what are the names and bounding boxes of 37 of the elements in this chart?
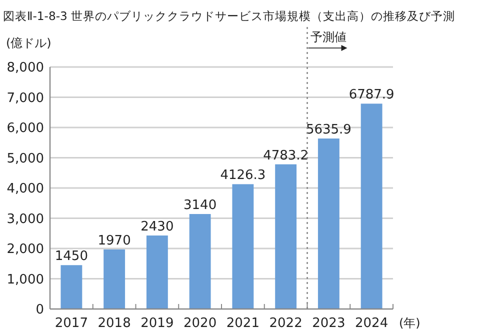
bar bbox=[232, 184, 254, 309]
x-tick-label: 2023 bbox=[312, 316, 346, 331]
y-tick-label: 1,000 bbox=[6, 272, 44, 288]
data-label: 1970 bbox=[98, 233, 131, 248]
bar bbox=[318, 138, 340, 309]
data-label: 1450 bbox=[54, 249, 88, 264]
x-tick-label: 2020 bbox=[184, 316, 217, 331]
bar bbox=[189, 214, 211, 309]
x-tick-label: 2017 bbox=[54, 316, 88, 331]
y-tick-label: 3,000 bbox=[6, 212, 44, 227]
y-axis-title: (億ドル) bbox=[6, 36, 52, 50]
chart-title: 図表Ⅱ-1-8-3 世界のパブリッククラウドサービス市場規模（支出高）の推移及び予測 bbox=[3, 9, 456, 23]
data-label: 4126.3 bbox=[220, 168, 266, 184]
x-tick-label: 2024 bbox=[355, 316, 388, 331]
y-tick-label: 7,000 bbox=[6, 90, 44, 106]
data-label: 4783.2 bbox=[263, 148, 309, 164]
y-tick-label: 4,000 bbox=[6, 182, 44, 197]
data-label: 6787.9 bbox=[348, 88, 394, 103]
bar bbox=[60, 265, 82, 309]
x-tick-label: 2018 bbox=[98, 316, 131, 331]
data-label: 2430 bbox=[140, 219, 174, 234]
data-label: 5635.9 bbox=[306, 122, 352, 138]
y-tick-label: 0 bbox=[36, 302, 44, 318]
bar bbox=[275, 164, 297, 309]
x-tick-label: 2019 bbox=[140, 316, 174, 331]
x-tick-label: 2021 bbox=[226, 316, 260, 331]
bar bbox=[104, 249, 126, 309]
x-axis-title: (年) bbox=[399, 316, 420, 330]
bar bbox=[146, 235, 168, 309]
y-tick-label: 8,000 bbox=[6, 60, 44, 76]
y-tick-label: 6,000 bbox=[6, 121, 44, 136]
bar bbox=[360, 104, 382, 309]
data-label: 3140 bbox=[184, 198, 217, 214]
y-tick-label: 2,000 bbox=[6, 242, 44, 258]
x-tick-label: 2022 bbox=[269, 316, 302, 331]
y-tick-label: 5,000 bbox=[6, 151, 44, 166]
ref-line-label: 予測値 bbox=[310, 30, 346, 44]
